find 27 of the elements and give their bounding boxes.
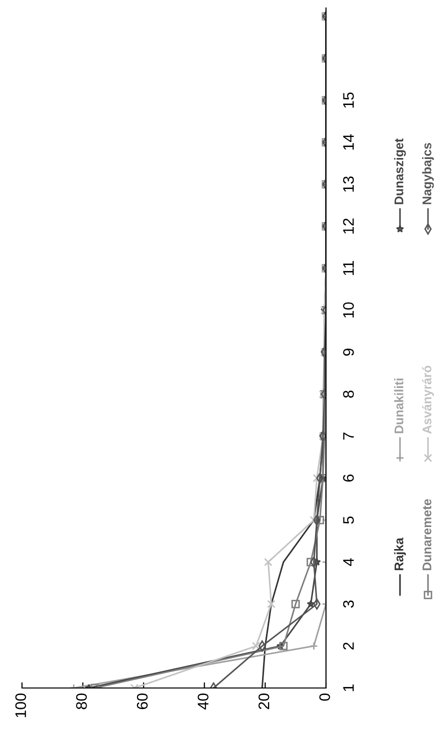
x-tick-label: 100 xyxy=(15,693,26,718)
y-tick-label: 15 xyxy=(343,92,354,108)
x-tick-label: 0 xyxy=(319,693,330,701)
y-tick-label: 10 xyxy=(343,302,354,318)
y-tick-label: 2 xyxy=(343,642,354,650)
text: Dunasziget xyxy=(394,138,406,204)
y-tick-label: 5 xyxy=(343,516,354,524)
y-tick-label: 1 xyxy=(343,684,354,692)
y-tick-label: 4 xyxy=(343,558,354,566)
y-tick-label: 3 xyxy=(343,600,354,608)
text: Dunakiliti xyxy=(394,378,404,434)
x-tick-label: 40 xyxy=(198,693,208,710)
text: Dunaremete xyxy=(422,499,432,570)
text: Asványráró xyxy=(422,366,434,434)
x-tick-label: 60 xyxy=(136,693,148,710)
y-tick-label: 8 xyxy=(343,390,354,398)
y-tick-label: 7 xyxy=(343,432,354,440)
y-tick-label: 11 xyxy=(343,261,354,276)
x-tick-label: 80 xyxy=(76,693,87,710)
y-tick-label: 12 xyxy=(343,218,354,234)
text: Nagybajcs xyxy=(422,142,434,204)
text: Rajka xyxy=(394,538,406,570)
y-tick-label: 6 xyxy=(343,474,354,482)
y-tick-label: 13 xyxy=(343,176,354,192)
x-tick-label: 20 xyxy=(258,693,270,710)
y-tick-label: 9 xyxy=(343,348,354,356)
y-tick-label: 14 xyxy=(343,134,354,150)
